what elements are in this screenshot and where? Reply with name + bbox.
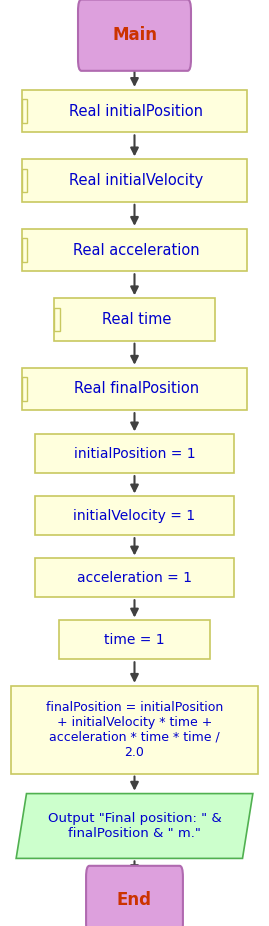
Polygon shape (16, 794, 253, 858)
FancyBboxPatch shape (22, 238, 27, 262)
Text: Real time: Real time (102, 312, 171, 327)
Text: initialPosition = 1: initialPosition = 1 (74, 446, 195, 461)
FancyBboxPatch shape (54, 298, 215, 341)
Text: Real initialPosition: Real initialPosition (69, 104, 203, 119)
Text: Real acceleration: Real acceleration (73, 243, 200, 257)
Text: Main: Main (112, 26, 157, 44)
Text: time = 1: time = 1 (104, 632, 165, 647)
FancyBboxPatch shape (35, 558, 234, 597)
Text: Output "Final position: " &
finalPosition & " m.": Output "Final position: " & finalPositio… (48, 812, 221, 840)
Text: End: End (117, 891, 152, 909)
FancyBboxPatch shape (35, 434, 234, 473)
Text: Real finalPosition: Real finalPosition (74, 382, 199, 396)
FancyBboxPatch shape (22, 368, 247, 410)
FancyBboxPatch shape (22, 99, 27, 123)
Text: Real initialVelocity: Real initialVelocity (69, 173, 203, 188)
FancyBboxPatch shape (22, 169, 27, 193)
FancyBboxPatch shape (54, 307, 60, 332)
FancyBboxPatch shape (22, 90, 247, 132)
FancyBboxPatch shape (78, 0, 191, 70)
Text: acceleration = 1: acceleration = 1 (77, 570, 192, 585)
FancyBboxPatch shape (86, 866, 183, 926)
FancyBboxPatch shape (22, 377, 27, 401)
FancyBboxPatch shape (59, 620, 210, 659)
FancyBboxPatch shape (22, 229, 247, 271)
FancyBboxPatch shape (11, 685, 258, 774)
Text: finalPosition = initialPosition
+ initialVelocity * time +
acceleration * time *: finalPosition = initialPosition + initia… (46, 701, 223, 758)
FancyBboxPatch shape (35, 496, 234, 535)
Text: initialVelocity = 1: initialVelocity = 1 (73, 508, 196, 523)
FancyBboxPatch shape (22, 159, 247, 202)
